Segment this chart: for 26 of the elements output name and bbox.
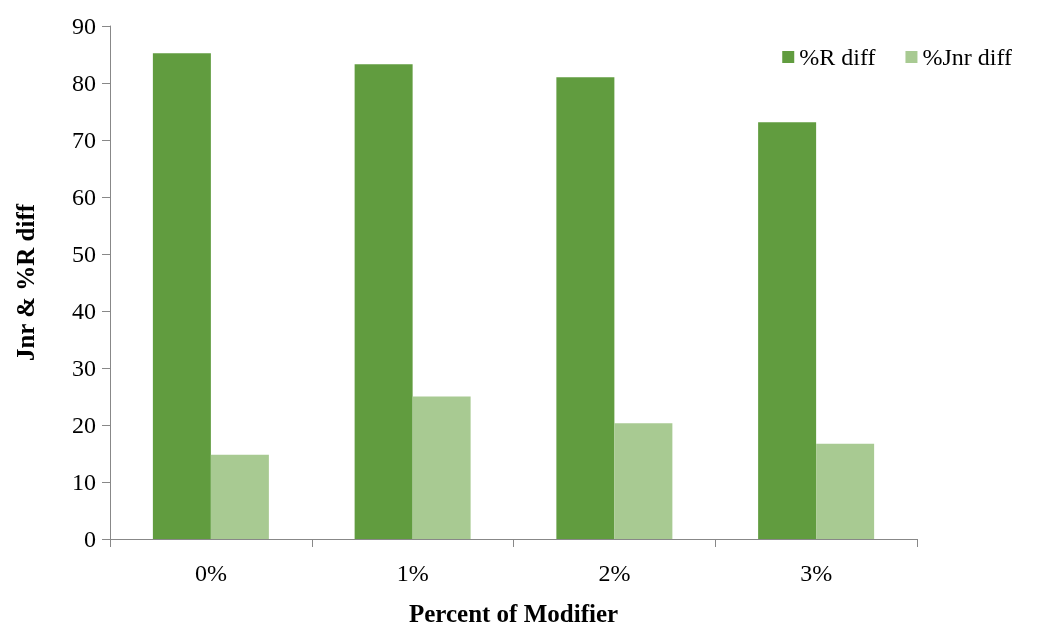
y-tick-label: 30	[72, 355, 96, 381]
y-tick-label: 80	[72, 70, 96, 96]
y-tick-label: 90	[72, 13, 96, 39]
y-tick-label: 20	[72, 412, 96, 438]
bar	[758, 122, 817, 539]
y-axis-title: Jnr & %R diff	[12, 203, 39, 362]
x-tick-label: 0%	[194, 560, 227, 586]
y-tick-label: 40	[72, 298, 96, 324]
bar	[210, 454, 269, 539]
x-axis-title: Percent of Modifier	[408, 600, 619, 627]
bar	[354, 64, 413, 539]
bar	[556, 77, 615, 539]
bar	[152, 53, 211, 539]
y-tick-label: 60	[72, 184, 96, 210]
y-tick-label: 50	[72, 241, 96, 267]
x-tick-label: 1%	[396, 560, 429, 586]
legend-label: %R diff	[799, 44, 876, 70]
y-tick-label: 10	[72, 469, 96, 495]
y-tick-label: 0	[84, 526, 96, 552]
x-tick-label: 3%	[800, 560, 833, 586]
x-tick-label: 2%	[598, 560, 631, 586]
y-tick-label: 70	[72, 127, 96, 153]
legend-label: %Jnr diff	[922, 44, 1013, 70]
bar	[816, 443, 875, 539]
bar	[614, 423, 673, 539]
bar	[412, 396, 471, 539]
